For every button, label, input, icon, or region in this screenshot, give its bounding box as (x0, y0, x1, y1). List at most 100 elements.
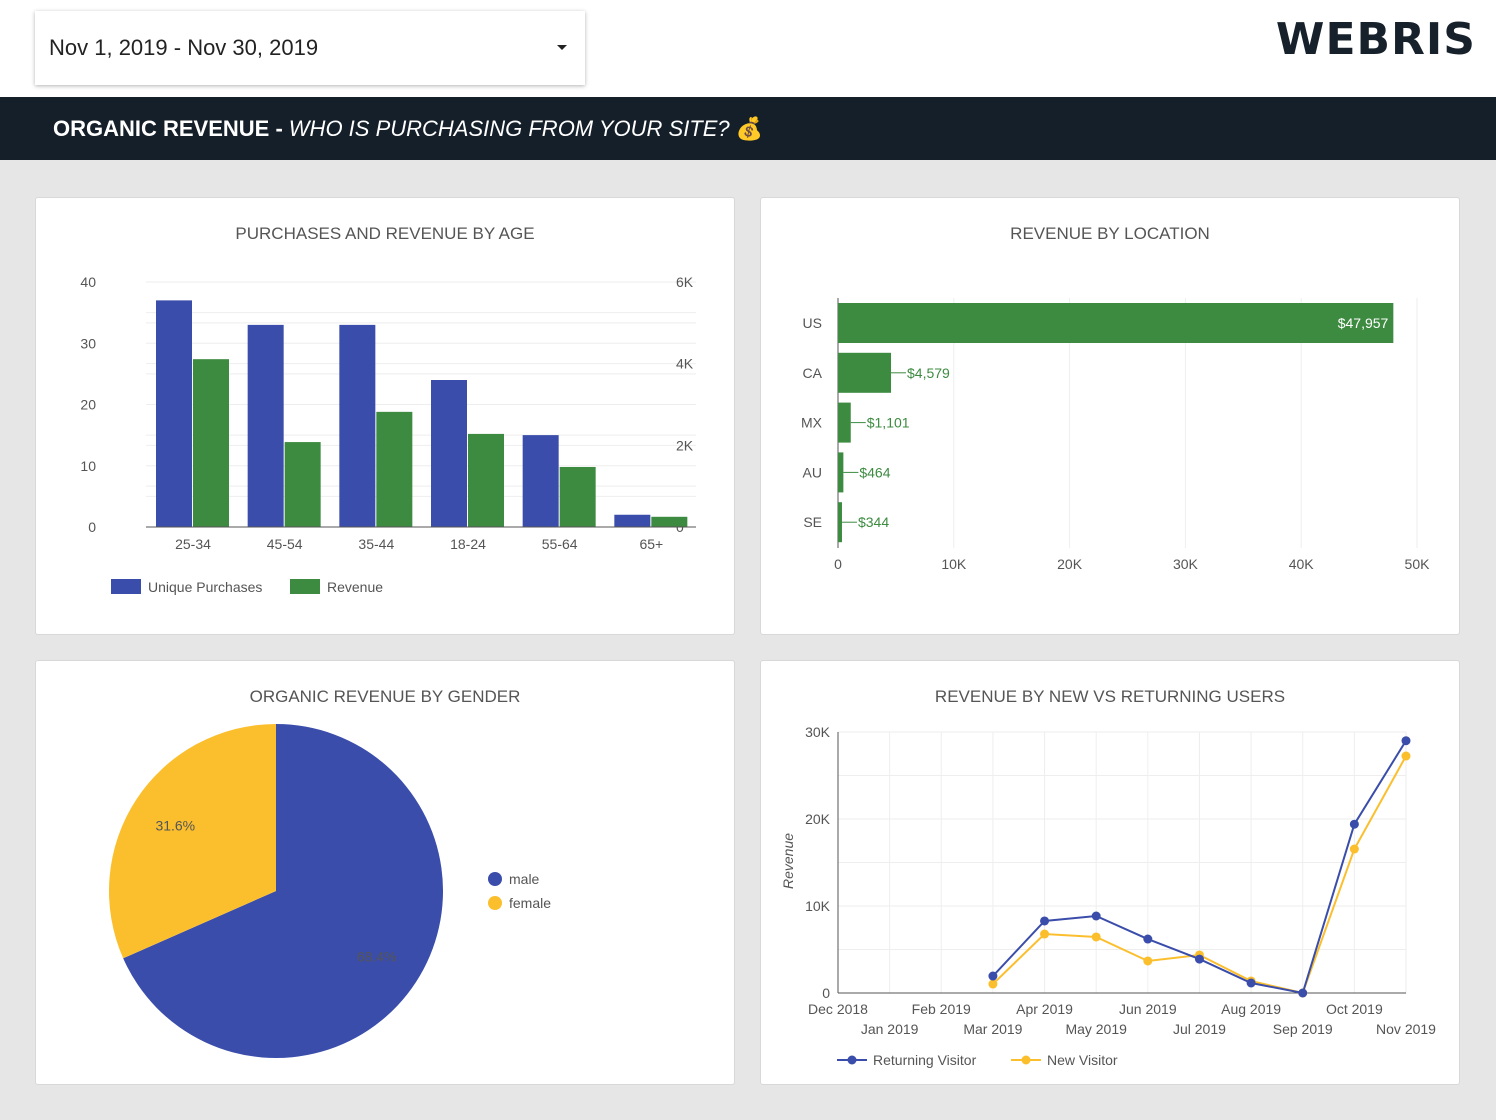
data-point (1298, 988, 1308, 998)
legend-label: Unique Purchases (148, 579, 262, 595)
y-tick-label: 0 (88, 519, 96, 535)
chart-title: REVENUE BY LOCATION (1010, 224, 1210, 243)
date-range-picker[interactable]: Nov 1, 2019 - Nov 30, 2019 (35, 11, 585, 85)
dropdown-caret-icon (557, 45, 567, 50)
y-axis-label: Revenue (780, 833, 796, 889)
legend-swatch-unique-purchases (111, 579, 141, 594)
bar-revenue (468, 433, 504, 527)
data-point (1194, 954, 1204, 964)
x-tick-label: 25-34 (175, 536, 211, 552)
bar-revenue (838, 502, 842, 543)
x-tick-label: Jun 2019 (1119, 1001, 1177, 1017)
x-tick-label: Sep 2019 (1273, 1021, 1333, 1037)
x-tick-label: Feb 2019 (912, 1001, 971, 1017)
data-point (1143, 934, 1153, 944)
data-point (1349, 844, 1359, 854)
y-tick-label: AU (803, 464, 822, 480)
bar-unique-purchases (339, 324, 376, 527)
location-chart-card: REVENUE BY LOCATION 0 10K 20K 30K 40K 50K US $4… (760, 197, 1460, 635)
data-point (1401, 751, 1411, 761)
bar-revenue (376, 411, 413, 527)
data-point (1246, 978, 1256, 988)
y-tick-label: 30 (80, 335, 96, 351)
x-tick-label: 45-54 (267, 536, 303, 552)
x-tick-label: 10K (941, 556, 967, 572)
y-tick-label: MX (801, 415, 823, 431)
y2-tick-label: 2K (676, 437, 694, 453)
date-range-value: Nov 1, 2019 - Nov 30, 2019 (49, 35, 319, 60)
legend-swatch-revenue (290, 579, 320, 594)
visitor-chart-card: REVENUE BY NEW VS RETURNING USERS Dec 20… (760, 660, 1460, 1085)
legend-marker (1021, 1055, 1031, 1065)
data-point (1349, 819, 1359, 829)
section-banner: ORGANIC REVENUE - WHO IS PURCHASING FROM… (0, 97, 1496, 160)
legend-dot-male (488, 872, 502, 886)
y-tick-label: US (803, 315, 822, 331)
data-point (1091, 932, 1101, 942)
x-tick-label: Aug 2019 (1221, 1001, 1281, 1017)
gender-pie-chart: 68.4% male 31.6% female (109, 724, 551, 1058)
bar-revenue (838, 303, 1394, 343)
x-tick-label: Oct 2019 (1326, 1001, 1383, 1017)
x-tick-label: 30K (1173, 556, 1199, 572)
chart-title: ORGANIC REVENUE BY GENDER (249, 687, 521, 706)
visitor-line-chart: Dec 2018 Jan 2019 Feb 2019 Mar 2019 Apr 2019… (780, 724, 1436, 1068)
x-tick-label: 50K (1405, 556, 1431, 572)
data-point (1143, 956, 1153, 966)
legend-label: Revenue (327, 579, 383, 595)
age-chart-card: PURCHASES AND REVENUE BY AGE 01020304002… (35, 197, 735, 635)
y-tick-label: 0 (822, 985, 830, 1001)
legend-label: female (509, 895, 551, 911)
webris-logo: WEBRIS (1275, 14, 1476, 65)
banner-title: ORGANIC REVENUE - (53, 115, 283, 141)
legend-label: Returning Visitor (873, 1052, 977, 1068)
y2-tick-label: 6K (676, 274, 694, 290)
bar-revenue (284, 442, 321, 527)
x-tick-label: 35-44 (358, 536, 394, 552)
y-tick-label: 30K (805, 724, 831, 740)
x-tick-label: Apr 2019 (1016, 1001, 1073, 1017)
y2-tick-label: 4K (676, 356, 694, 372)
x-tick-label: 18-24 (450, 536, 486, 552)
bar-revenue (193, 359, 229, 527)
y-tick-label: CA (803, 365, 823, 381)
x-tick-label: 65+ (639, 536, 663, 552)
chart-title: PURCHASES AND REVENUE BY AGE (235, 224, 535, 243)
x-tick-label: Mar 2019 (963, 1021, 1022, 1037)
pie-slice-female (109, 724, 276, 959)
data-point (988, 979, 998, 989)
pie-slice-male (123, 724, 444, 1058)
bar-revenue (559, 466, 596, 527)
y-tick-label: 10K (805, 898, 831, 914)
x-tick-label: Nov 2019 (1376, 1021, 1436, 1037)
bar-unique-purchases (431, 380, 467, 527)
legend-dot-female (488, 896, 502, 910)
legend-label: male (509, 871, 540, 887)
x-tick-label: 20K (1057, 556, 1083, 572)
x-tick-label: Dec 2018 (808, 1001, 868, 1017)
x-tick-label: 0 (834, 556, 842, 572)
bar-unique-purchases (522, 435, 559, 527)
bar-unique-purchases (156, 300, 192, 527)
slice-label: 31.6% (155, 817, 195, 833)
data-label: $344 (858, 514, 889, 530)
top-bar: Nov 1, 2019 - Nov 30, 2019 WEBRIS (0, 0, 1496, 97)
data-point (1040, 929, 1050, 939)
gender-chart-card: ORGANIC REVENUE BY GENDER 68.4% male 31.6%… (35, 660, 735, 1085)
y-tick-label: 20K (805, 811, 831, 827)
location-bar-chart: 0 10K 20K 30K 40K 50K US $47,957 CA $4,579 MX $1,10… (801, 298, 1431, 572)
bar-revenue (838, 452, 844, 493)
data-point (988, 971, 998, 981)
x-tick-label: 40K (1289, 556, 1315, 572)
bar-unique-purchases (247, 324, 284, 527)
data-point (1040, 916, 1050, 926)
x-tick-label: 55-64 (542, 536, 578, 552)
bar-unique-purchases (614, 514, 651, 527)
money-bag-icon: 💰 (735, 115, 764, 141)
bar-revenue (838, 402, 851, 443)
y-tick-label: SE (803, 514, 822, 530)
data-point (1091, 911, 1101, 921)
bar-revenue (651, 516, 688, 527)
data-label: $1,101 (867, 415, 910, 431)
y-tick-label: 10 (80, 458, 96, 474)
